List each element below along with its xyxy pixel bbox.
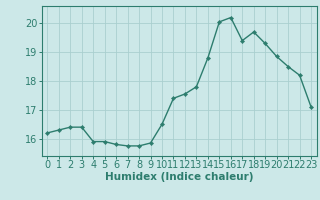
X-axis label: Humidex (Indice chaleur): Humidex (Indice chaleur) xyxy=(105,172,253,182)
